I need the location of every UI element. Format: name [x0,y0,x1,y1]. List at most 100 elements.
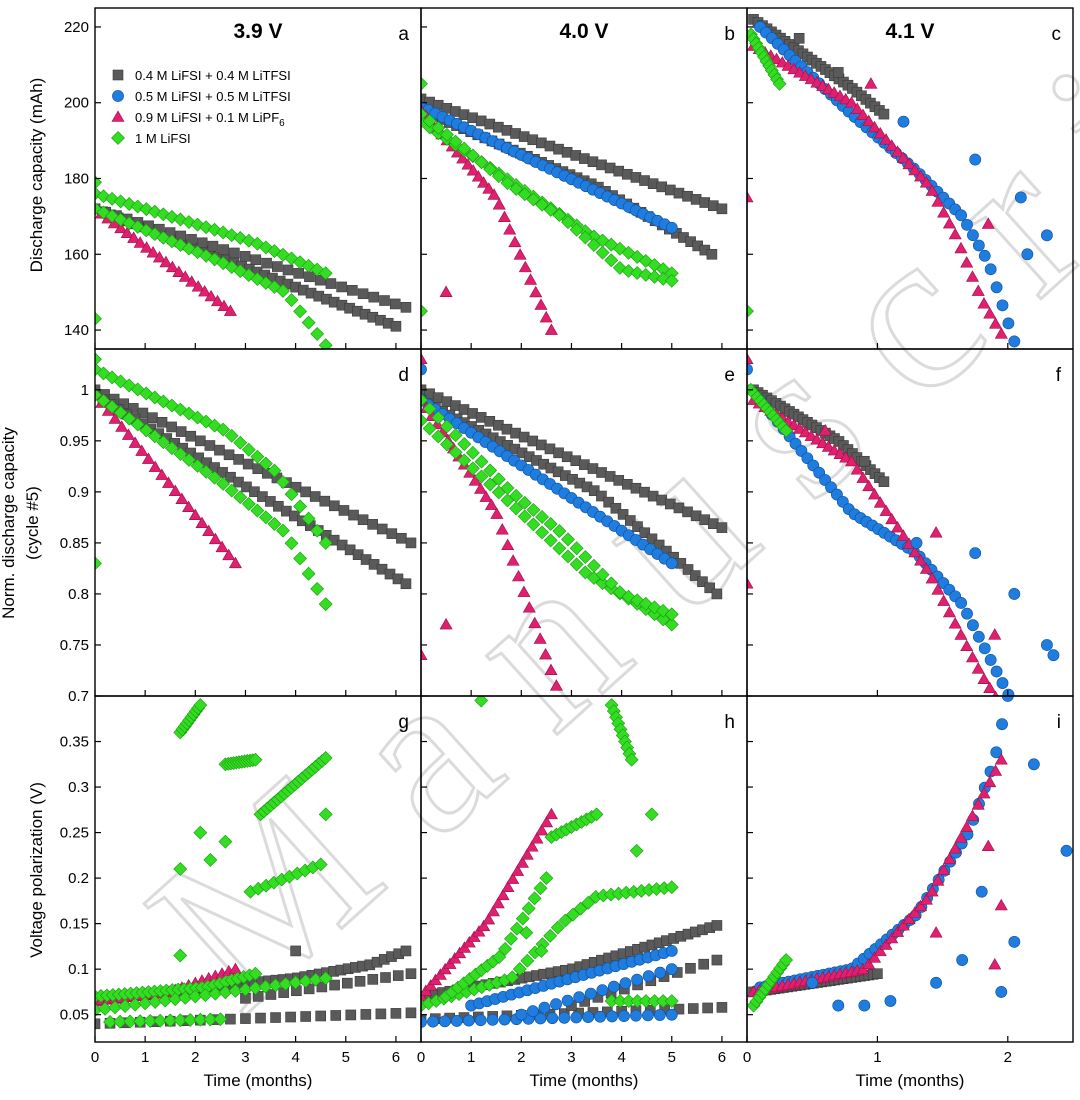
data-point [955,597,967,609]
data-point [483,162,498,177]
data-point [534,298,548,310]
data-point [550,998,562,1011]
data-point [779,423,794,438]
data-point [479,490,493,502]
data-point [474,1014,487,1027]
data-point [309,491,321,502]
data-point [271,261,283,272]
data-point [147,412,158,423]
data-point [95,388,102,402]
data-point [665,221,678,234]
data-point [482,912,496,925]
data-point [183,1013,198,1027]
data-point [248,966,263,981]
data-point [862,479,876,492]
data-point [891,521,905,533]
panel-i-frame [746,695,1074,1043]
data-point [239,251,251,262]
data-point [368,291,380,303]
data-point [858,999,871,1012]
data-point [198,285,212,297]
data-point [207,240,219,252]
data-point [301,511,316,526]
legend-entry: 0.9 M LiFSI + 0.1 M LiPF6 [135,110,285,129]
data-point [492,198,506,210]
data-point [578,230,593,245]
data-point [508,235,522,248]
data-point [1027,758,1040,771]
data-point [421,363,427,376]
data-point [1002,688,1015,696]
data-point [96,393,111,408]
data-point [357,514,369,526]
data-point [450,1015,463,1027]
y-tick-label: 180 [64,171,89,188]
legend-marker [111,131,125,145]
data-point [290,945,301,957]
data-point [380,972,391,983]
data-point [517,495,532,510]
data-point [484,498,498,510]
data-point [682,564,694,575]
data-point [182,500,196,512]
data-point [698,958,709,970]
data-point [511,569,526,582]
data-point [233,454,244,465]
data-point [839,451,853,463]
x-tick-label: 4 [291,1049,299,1066]
data-point [203,1012,218,1027]
data-point [392,970,404,981]
data-point [878,476,890,487]
data-point [431,410,446,425]
data-point [439,617,453,630]
data-point [606,1010,618,1023]
data-point [1041,229,1053,242]
data-point [293,551,307,566]
data-point [465,461,480,476]
panel-d-data [95,352,417,612]
data-point [550,920,565,935]
data-point [146,246,160,258]
data-point [617,509,629,520]
data-point [515,1008,528,1021]
y-tick-label: 220 [64,19,89,36]
data-point [954,628,968,640]
data-point [465,148,480,163]
data-point [977,297,991,309]
data-point [515,856,529,868]
data-point [500,481,515,495]
data-point [522,601,536,613]
data-point [457,453,472,468]
data-point [347,285,358,296]
data-point [844,96,858,108]
data-point [925,184,939,196]
data-point [544,663,558,675]
data-point [95,186,102,201]
data-point [250,254,262,266]
data-point [539,871,554,886]
data-point [509,488,524,503]
data-point [891,925,905,937]
data-point [141,452,156,464]
data-point [969,547,982,560]
data-point [561,549,575,564]
data-point [474,482,488,494]
legend-entry: 0.4 M LiFSI + 0.4 M LiTFSI [135,68,291,83]
data-point [506,872,520,884]
data-point [879,938,893,950]
x-tick-label: 0 [743,1049,751,1066]
data-point [462,1014,475,1027]
y-tick-label: 1 [81,382,89,399]
y-tick-label: 0.2 [68,870,89,887]
data-point [856,471,870,483]
data-point [438,1015,451,1028]
data-point [193,825,208,840]
data-point [357,288,369,300]
data-point [519,925,534,940]
data-point [214,444,225,456]
x-axis-label: Time (months) [530,1071,639,1090]
panel-label-g: g [398,712,409,733]
data-point [318,597,333,612]
data-point [561,532,575,547]
x-tick-label: 4 [617,1049,625,1066]
